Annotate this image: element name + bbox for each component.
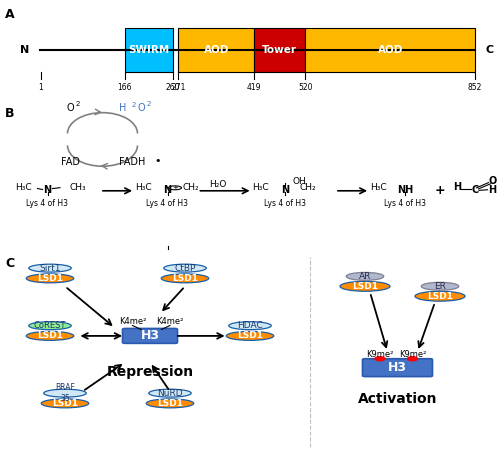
Text: B: B — [5, 107, 15, 120]
Text: H₃C: H₃C — [370, 183, 386, 192]
Text: Activation: Activation — [358, 392, 437, 406]
Text: K4me²: K4me² — [156, 317, 184, 326]
Text: H₃C: H₃C — [252, 183, 269, 192]
Text: 271: 271 — [171, 83, 186, 92]
Ellipse shape — [29, 264, 72, 272]
Text: LSD1: LSD1 — [237, 331, 263, 341]
Text: H₃C: H₃C — [15, 183, 32, 192]
Text: CH₂: CH₂ — [182, 183, 199, 192]
Text: C: C — [5, 257, 14, 270]
Text: O: O — [138, 103, 145, 113]
Text: Lys 4 of H3: Lys 4 of H3 — [264, 199, 306, 208]
FancyBboxPatch shape — [306, 28, 475, 72]
Text: K4me²: K4me² — [119, 317, 146, 326]
Text: CH₃: CH₃ — [70, 183, 86, 192]
Ellipse shape — [26, 274, 74, 283]
Text: Lys 4 of H3: Lys 4 of H3 — [384, 199, 426, 208]
Text: A: A — [5, 8, 15, 21]
Text: H3: H3 — [140, 329, 160, 342]
Text: LSD1: LSD1 — [172, 274, 198, 283]
Text: ER: ER — [434, 282, 446, 291]
Ellipse shape — [44, 389, 86, 397]
Text: 2: 2 — [147, 101, 151, 107]
Text: LSD1: LSD1 — [427, 292, 453, 301]
Text: LSD1: LSD1 — [37, 274, 63, 283]
Text: 2: 2 — [76, 101, 80, 107]
Text: CtBP: CtBP — [174, 264, 196, 273]
Text: N: N — [281, 185, 289, 195]
Text: HDAC: HDAC — [237, 321, 263, 330]
Text: AR: AR — [359, 272, 371, 281]
Text: SWIRM: SWIRM — [128, 45, 170, 55]
Text: NuRD: NuRD — [157, 389, 183, 398]
Text: 166: 166 — [118, 83, 132, 92]
Text: Sirt1: Sirt1 — [39, 264, 61, 273]
Text: H: H — [119, 103, 126, 113]
Text: NH: NH — [397, 185, 413, 195]
Text: H₃C: H₃C — [135, 183, 152, 192]
Ellipse shape — [161, 274, 209, 283]
Text: C: C — [486, 45, 494, 55]
Ellipse shape — [346, 272, 384, 281]
Ellipse shape — [421, 282, 459, 290]
Text: 419: 419 — [246, 83, 261, 92]
Ellipse shape — [149, 389, 191, 397]
Text: FAD: FAD — [60, 157, 80, 167]
FancyBboxPatch shape — [362, 359, 432, 377]
Text: O: O — [488, 176, 496, 186]
Text: N: N — [44, 185, 52, 195]
Text: LSD1: LSD1 — [52, 399, 78, 408]
Ellipse shape — [340, 281, 390, 291]
Ellipse shape — [164, 264, 206, 272]
Ellipse shape — [29, 322, 72, 330]
Text: +: + — [172, 184, 178, 191]
Text: 852: 852 — [468, 83, 482, 92]
Text: H: H — [454, 182, 462, 192]
Text: •: • — [154, 156, 161, 166]
FancyBboxPatch shape — [178, 28, 254, 72]
Text: Lys 4 of H3: Lys 4 of H3 — [146, 199, 188, 208]
Text: CoREST: CoREST — [34, 321, 66, 330]
Text: H₂O: H₂O — [209, 179, 226, 189]
Ellipse shape — [226, 331, 274, 341]
Text: LSD1: LSD1 — [157, 399, 183, 408]
Ellipse shape — [415, 291, 465, 301]
Text: 260: 260 — [166, 83, 180, 92]
Text: N: N — [20, 45, 30, 55]
Text: K9me²: K9me² — [399, 350, 426, 359]
Ellipse shape — [26, 331, 74, 341]
Text: 1: 1 — [38, 83, 43, 92]
Text: AOD: AOD — [378, 45, 403, 55]
Text: H: H — [488, 185, 496, 195]
Circle shape — [375, 357, 385, 361]
FancyBboxPatch shape — [125, 28, 172, 72]
Text: LSD1: LSD1 — [37, 331, 63, 341]
Text: K9me²: K9me² — [366, 350, 394, 359]
Text: Lys 4 of H3: Lys 4 of H3 — [26, 199, 68, 208]
Ellipse shape — [41, 399, 89, 408]
FancyBboxPatch shape — [254, 28, 306, 72]
Text: +: + — [434, 184, 446, 197]
Text: N: N — [164, 185, 172, 195]
Text: LSD1: LSD1 — [352, 282, 378, 291]
FancyBboxPatch shape — [122, 328, 178, 343]
Text: H3: H3 — [388, 361, 407, 374]
Text: Tower: Tower — [262, 45, 297, 55]
Text: O: O — [66, 103, 74, 113]
Text: BRAF
35: BRAF 35 — [55, 383, 75, 403]
Text: C: C — [472, 185, 478, 195]
Text: Repression: Repression — [106, 364, 194, 379]
Ellipse shape — [146, 399, 194, 408]
Text: 520: 520 — [298, 83, 312, 92]
Text: AOD: AOD — [204, 45, 229, 55]
Text: FADH: FADH — [120, 157, 146, 167]
Circle shape — [408, 357, 418, 361]
Text: OH: OH — [292, 177, 306, 186]
Ellipse shape — [229, 322, 271, 330]
Text: 2: 2 — [132, 102, 136, 108]
Text: CH₂: CH₂ — [300, 183, 316, 192]
